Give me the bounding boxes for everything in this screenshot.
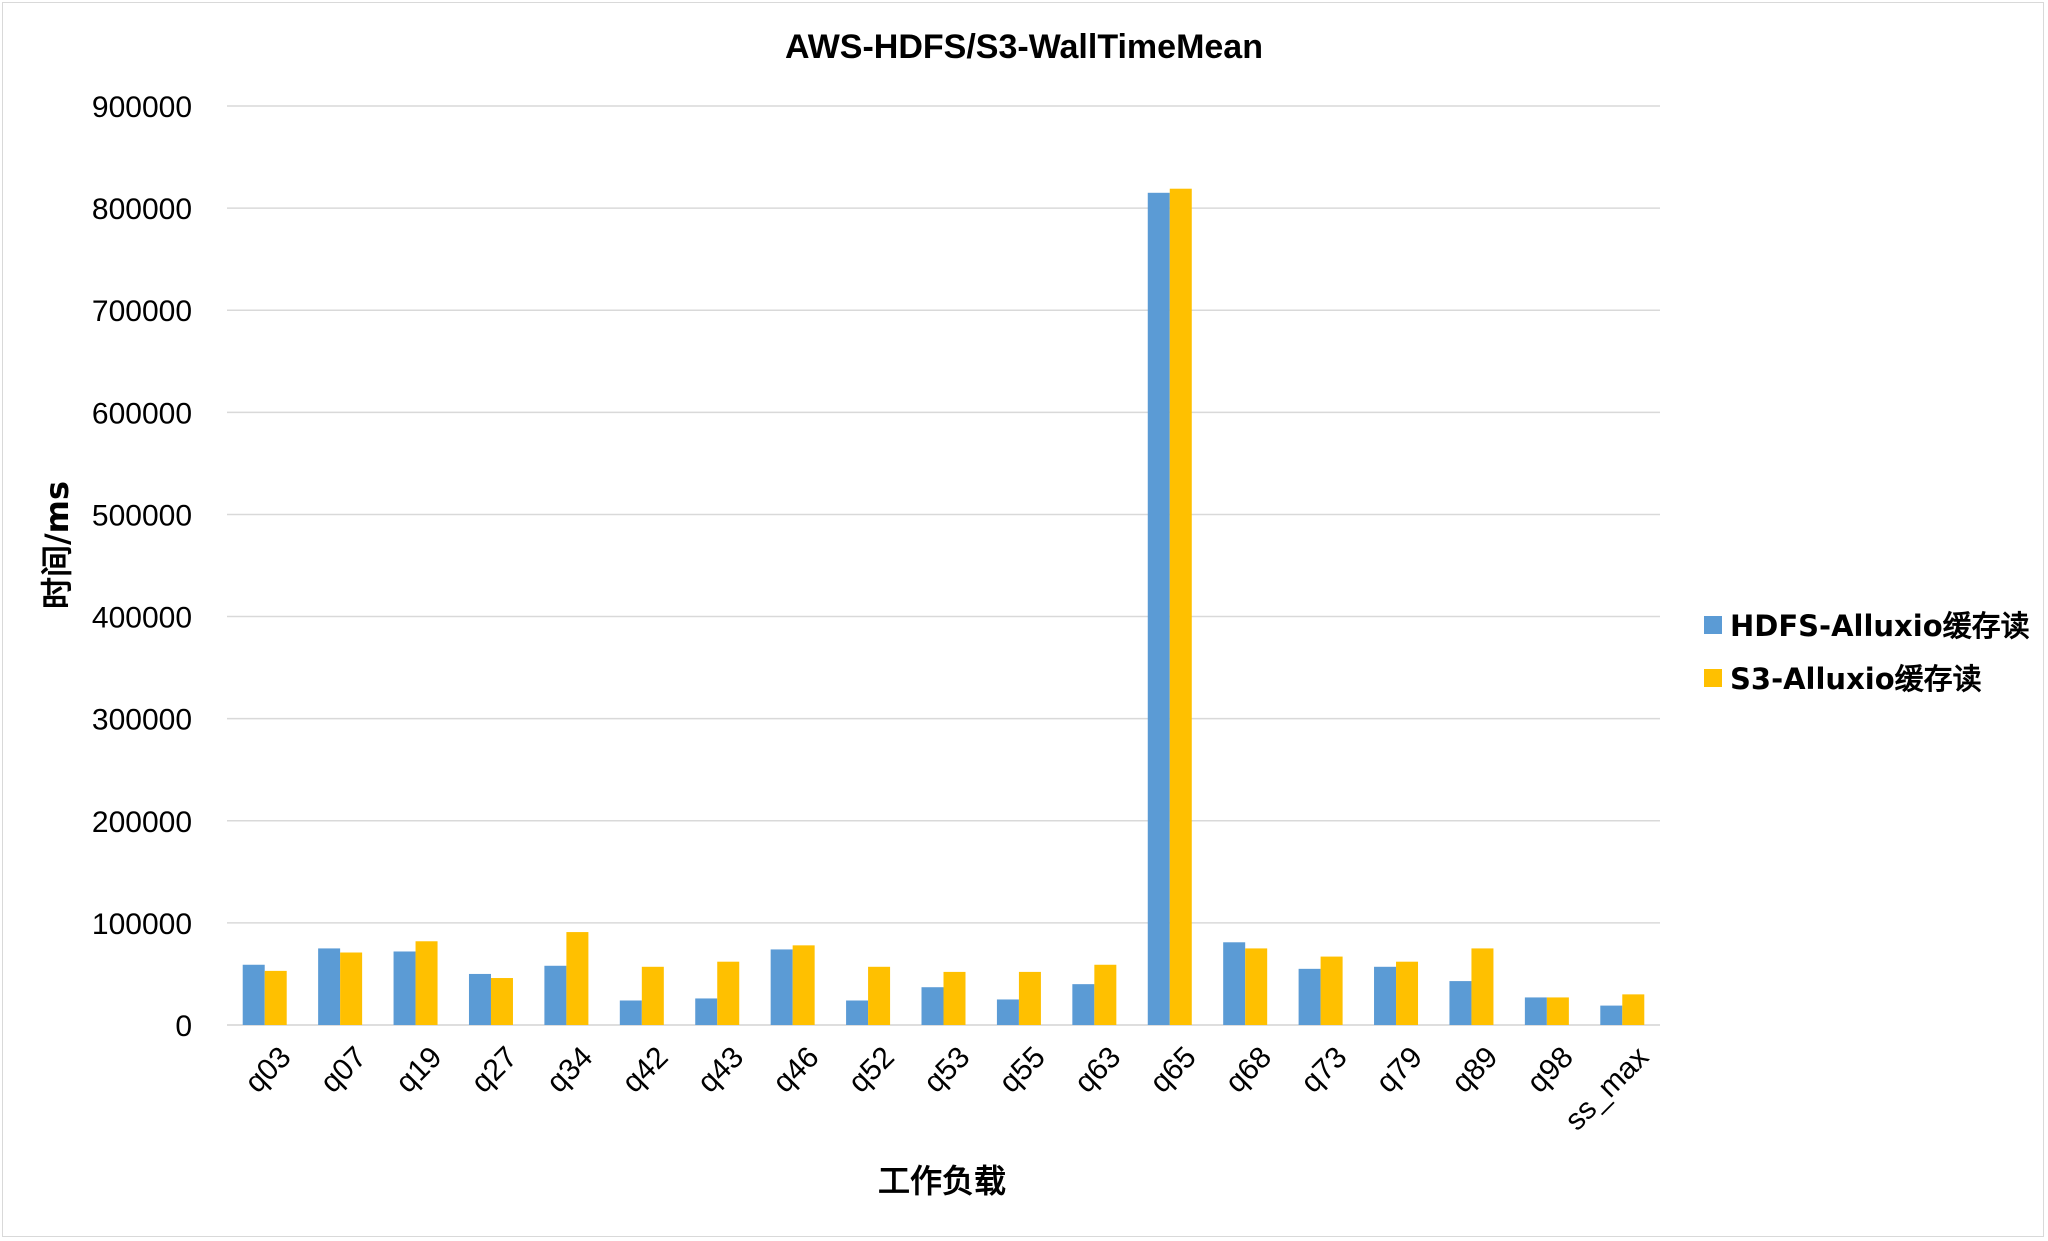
x-tick-label: q43 — [691, 1041, 750, 1100]
bar-ss_max-series-1 — [1600, 1005, 1623, 1025]
bar-q98-series-2 — [1546, 997, 1569, 1025]
bar-ss_max-series-2 — [1622, 994, 1645, 1025]
bar-q79-series-2 — [1396, 961, 1419, 1025]
bars — [242, 188, 1645, 1026]
x-axis-label: 工作负载 — [878, 1162, 1006, 1200]
y-tick-label: 0 — [175, 1010, 192, 1043]
bar-q27-series-1 — [468, 973, 491, 1025]
bar-q34-series-2 — [566, 932, 589, 1025]
y-tick-label: 400000 — [92, 602, 192, 635]
bar-q55-series-1 — [996, 999, 1019, 1025]
bar-q43-series-2 — [717, 961, 740, 1025]
bar-q07-series-1 — [318, 948, 341, 1025]
x-tick-label: q52 — [842, 1041, 901, 1100]
bar-q68-series-1 — [1223, 942, 1246, 1025]
legend: HDFS-Alluxio缓存读 S3-Alluxio缓存读 — [1704, 609, 2030, 696]
x-tick-label: q27 — [465, 1041, 524, 1100]
bar-q46-series-1 — [770, 949, 793, 1025]
x-tick-label: q55 — [993, 1041, 1052, 1100]
bar-q55-series-2 — [1018, 971, 1041, 1025]
y-tick-label: 200000 — [92, 806, 192, 839]
bar-q34-series-1 — [544, 965, 567, 1025]
x-tick-label: q98 — [1521, 1041, 1580, 1100]
x-tick-label: q73 — [1295, 1041, 1354, 1100]
bar-q43-series-1 — [695, 998, 718, 1025]
bar-q03-series-1 — [242, 964, 265, 1025]
x-tick-label: q63 — [1068, 1041, 1127, 1100]
bar-q19-series-2 — [415, 941, 438, 1025]
legend-swatch — [1704, 669, 1722, 687]
bar-q65-series-2 — [1169, 188, 1192, 1025]
bar-q07-series-2 — [340, 952, 363, 1025]
bar-q63-series-1 — [1072, 984, 1095, 1025]
x-tick-label: q19 — [390, 1041, 449, 1100]
y-tick-label: 900000 — [92, 91, 192, 124]
gridlines — [227, 105, 1660, 1026]
legend-label: HDFS-Alluxio缓存读 — [1730, 609, 2030, 643]
legend-swatch — [1704, 616, 1722, 634]
bar-q19-series-1 — [393, 951, 416, 1025]
x-tick-label: q65 — [1144, 1041, 1203, 1100]
bar-q79-series-1 — [1374, 966, 1397, 1025]
x-tick-label: q53 — [918, 1041, 977, 1100]
bar-q63-series-2 — [1094, 964, 1117, 1025]
x-tick-label: q68 — [1219, 1041, 1278, 1100]
y-tick-label: 700000 — [92, 295, 192, 328]
x-tick-label: q07 — [314, 1041, 373, 1100]
bar-q68-series-2 — [1245, 948, 1268, 1025]
bar-q42-series-2 — [641, 966, 664, 1025]
bar-q52-series-1 — [846, 1000, 869, 1025]
x-tick-label: q34 — [541, 1041, 600, 1100]
bar-q73-series-2 — [1320, 956, 1343, 1025]
bar-q03-series-2 — [264, 970, 287, 1025]
bar-q53-series-1 — [921, 987, 944, 1025]
y-axis-ticks: 0 100000 200000 300000 400000 500000 600000 700… — [92, 91, 192, 1043]
bar-q42-series-1 — [619, 1000, 642, 1025]
legend-label: S3-Alluxio缓存读 — [1730, 662, 1982, 696]
y-tick-label: 300000 — [92, 704, 192, 737]
x-tick-label: ss_max — [1559, 1041, 1655, 1137]
x-tick-label: q42 — [616, 1041, 675, 1100]
y-tick-label: 800000 — [92, 193, 192, 226]
bar-q98-series-1 — [1524, 997, 1547, 1025]
bar-q46-series-2 — [792, 945, 815, 1025]
bar-q73-series-1 — [1298, 968, 1321, 1025]
bar-q27-series-2 — [490, 978, 513, 1025]
x-tick-label: q79 — [1370, 1041, 1429, 1100]
bar-q89-series-1 — [1449, 981, 1472, 1025]
x-tick-label: q46 — [767, 1041, 826, 1100]
x-tick-label: q03 — [239, 1041, 298, 1100]
chart-title: AWS-HDFS/S3-WallTimeMean — [785, 28, 1263, 66]
bar-q89-series-2 — [1471, 948, 1494, 1025]
y-tick-label: 100000 — [92, 908, 192, 941]
x-tick-label: q89 — [1446, 1041, 1505, 1100]
y-tick-label: 500000 — [92, 499, 192, 532]
y-tick-label: 600000 — [92, 397, 192, 430]
bar-q53-series-2 — [943, 971, 966, 1025]
x-axis-ticks: q03 q07 q19 q27 q34 q42 q43 q46 q52 q53 q55 q63 q65 q… — [239, 1041, 1655, 1137]
bar-q52-series-2 — [868, 966, 891, 1025]
y-axis-label: 时间/ms — [38, 481, 76, 609]
bar-q65-series-1 — [1147, 192, 1170, 1026]
